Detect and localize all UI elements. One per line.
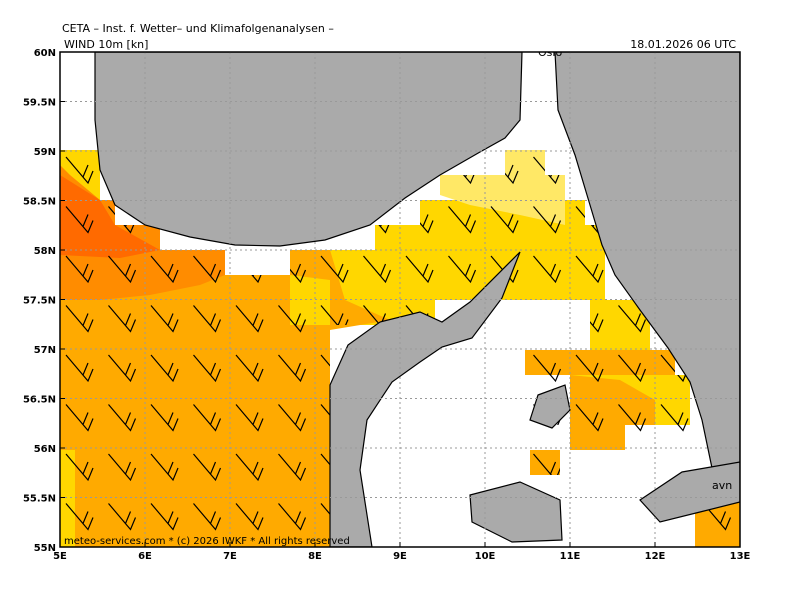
map-area: Oslo avn meteo-services.com * (c) 2026 I… [60,46,740,547]
header-title: CETA – Inst. f. Wetter– und Klimafolgena… [62,22,334,35]
lat-label: 59.5N [23,98,56,109]
land [94,52,740,547]
lat-label: 58N [34,246,56,257]
lat-label: 55.5N [23,494,56,505]
time-label: 18.01.2026 06 UTC [630,38,736,51]
lon-label: 13E [730,551,751,562]
lat-label: 57.5N [23,296,56,307]
place-label: Oslo [538,46,562,59]
lon-label: 7E [223,551,237,562]
lon-label: 10E [475,551,496,562]
lat-label: 56.5N [23,395,56,406]
footer: meteo-services.com * (c) 2026 IWKF * All… [64,536,350,547]
lon-label: 12E [645,551,666,562]
lat-label: 59N [34,147,56,158]
lon-label: 9E [393,551,407,562]
lat-label: 56N [34,444,56,455]
lat-label: 55N [34,543,56,554]
lat-label: 60N [34,48,56,59]
lon-label: 5E [53,551,67,562]
lon-label: 8E [308,551,322,562]
axes: 5E 6E 7E 8E 9E 10E 11E 12E 13E 60N 59.5N 59N 58.5N 58… [23,48,751,562]
lat-label: 57N [34,345,56,356]
graticule [60,52,740,547]
lon-label: 11E [560,551,581,562]
variable-label: WIND 10m [kn] [64,38,148,51]
place-label: avn [712,479,732,492]
lon-label: 6E [138,551,152,562]
lat-label: 58.5N [23,197,56,208]
